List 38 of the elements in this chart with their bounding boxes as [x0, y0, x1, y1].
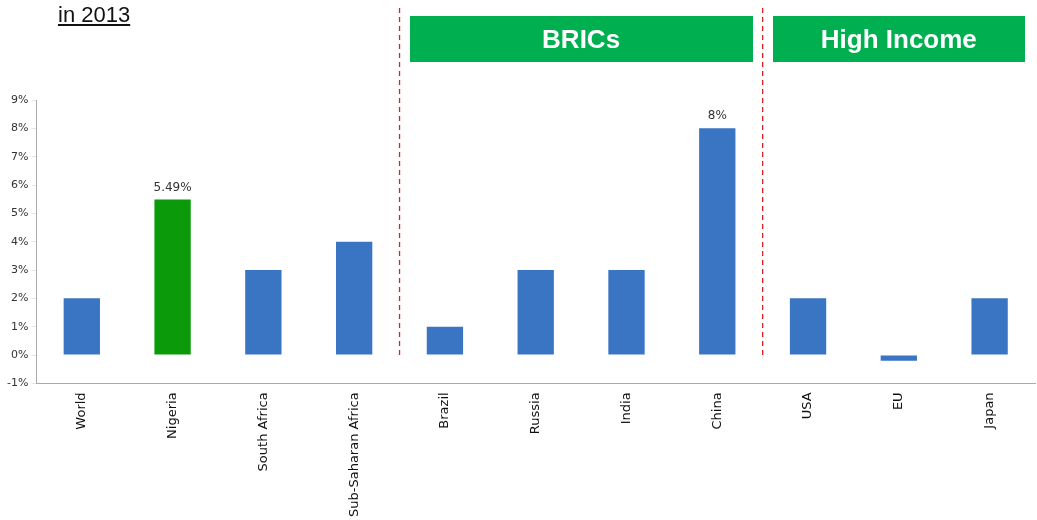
bar [245, 270, 282, 355]
x-tick-label: South Africa [254, 392, 270, 472]
x-tick-label: Russia [527, 392, 543, 435]
chart-title: in 2013 [58, 2, 131, 28]
bar [608, 270, 645, 355]
x-tick-label: USA [799, 392, 815, 420]
x-tick-label: Brazil [436, 392, 452, 429]
y-tick-label: 8% [10, 121, 29, 135]
data-label: 5.49% [153, 179, 192, 194]
x-tick-label: China [708, 392, 724, 430]
bar [699, 128, 736, 355]
x-tick-label: Japan [980, 392, 996, 430]
bar [971, 298, 1008, 355]
y-tick-label: 6% [10, 177, 29, 191]
y-tick-label: 4% [10, 234, 29, 248]
bar [154, 199, 191, 355]
y-tick-label: 7% [10, 149, 29, 163]
bar [789, 298, 827, 355]
bar [63, 298, 100, 355]
x-tick-label: Sub-Saharan Africa [345, 392, 361, 518]
x-tick-label: EU [890, 392, 906, 411]
y-tick-label: 0% [10, 347, 29, 361]
bar [426, 326, 464, 355]
y-tick-label: 2% [10, 291, 29, 305]
text: BRICs [409, 16, 753, 62]
data-label: 8% [707, 108, 727, 123]
y-tick-label: 5% [10, 206, 29, 220]
x-tick-label: Nigeria [163, 392, 179, 439]
y-tick-label: 9% [10, 92, 29, 106]
y-tick-label: 3% [10, 262, 29, 276]
bar [335, 241, 373, 355]
x-tick-label: World [73, 392, 89, 430]
y-tick-label: -1% [7, 376, 29, 390]
bar [880, 355, 917, 361]
text: High Income [772, 16, 1025, 62]
x-tick-label: India [617, 392, 633, 425]
bar [517, 270, 554, 355]
y-tick-label: 1% [10, 319, 29, 333]
